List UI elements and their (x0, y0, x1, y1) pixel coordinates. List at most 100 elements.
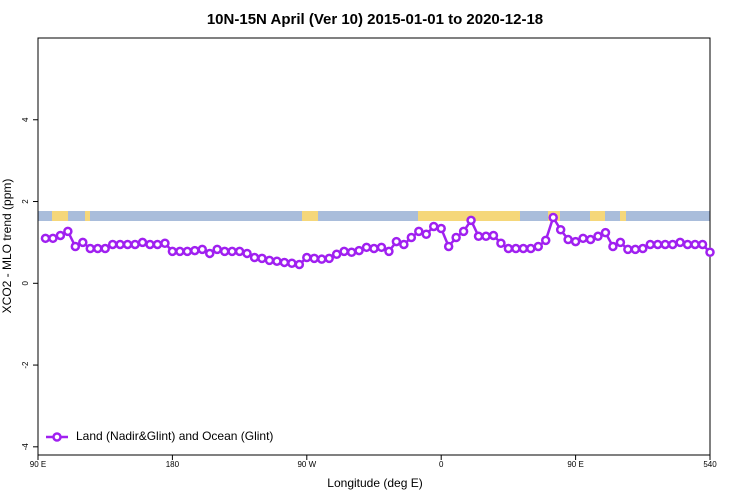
data-point (331, 249, 342, 260)
land-patch (302, 211, 318, 221)
legend-label: Land (Nadir&Glint) and Ocean (Glint) (76, 429, 273, 443)
data-point (376, 242, 387, 253)
data-point (428, 221, 439, 232)
x-tick-label: 180 (166, 460, 180, 469)
legend-marker (52, 432, 62, 442)
data-point (264, 255, 275, 266)
x-axis-label: Longitude (deg E) (327, 476, 422, 490)
data-point (511, 243, 521, 254)
data-point (458, 226, 469, 237)
data-point (212, 244, 222, 255)
data-point (361, 242, 372, 253)
data-point (40, 233, 51, 244)
land-patch (418, 211, 520, 221)
data-point (346, 247, 357, 257)
data-point (145, 239, 155, 250)
plot-frame (37, 37, 711, 456)
data-point (369, 243, 379, 254)
data-point (107, 239, 118, 250)
data-point (660, 239, 670, 250)
data-point (85, 243, 96, 254)
land-patch (52, 211, 68, 221)
data-point (675, 237, 685, 248)
data-point (503, 243, 514, 254)
data-point (578, 233, 588, 244)
data-point (63, 226, 73, 237)
data-point (190, 245, 200, 256)
data-point (100, 243, 110, 254)
data-point (443, 241, 454, 252)
x-tick-label: 90 E (30, 460, 46, 469)
data-point (182, 246, 193, 257)
data-point (526, 243, 536, 254)
data-point (705, 247, 715, 257)
data-point (638, 243, 648, 254)
y-tick-label: 4 (21, 117, 30, 122)
data-point (78, 237, 88, 248)
data-point (466, 215, 476, 226)
x-tick-label: 90 W (297, 460, 316, 469)
data-point (540, 235, 551, 246)
data-point (645, 239, 656, 250)
data-point (593, 231, 603, 242)
data-point (122, 239, 133, 250)
data-point (518, 243, 529, 254)
data-point (570, 236, 581, 247)
y-tick-label: -2 (21, 361, 30, 369)
x-tick-label: 0 (439, 460, 444, 469)
data-point (70, 241, 81, 252)
data-point (615, 237, 626, 248)
data-point (92, 243, 103, 254)
data-point (630, 244, 641, 255)
data-point (152, 239, 163, 250)
data-point (48, 233, 58, 244)
data-point (234, 246, 245, 257)
data-point (399, 239, 409, 250)
y-axis-label: XCO2 - MLO trend (ppm) (0, 179, 14, 314)
data-point (294, 259, 305, 270)
data-point (563, 234, 573, 245)
data-point (324, 253, 334, 264)
y-tick-label: 0 (21, 281, 30, 286)
data-point (473, 231, 484, 242)
data-point (548, 212, 558, 223)
data-point (690, 239, 700, 250)
data-point (219, 246, 230, 257)
data-point (384, 246, 394, 257)
data-point (697, 239, 708, 250)
data-point (391, 236, 402, 247)
land-patch (620, 211, 626, 221)
data-point (488, 230, 499, 241)
data-point (496, 238, 506, 248)
data-point (227, 246, 237, 257)
data-point (55, 230, 66, 241)
data-point (316, 254, 327, 264)
data-point (175, 246, 185, 257)
ocean-strip (38, 211, 710, 221)
data-point (287, 258, 297, 269)
y-tick-label: 2 (21, 199, 30, 204)
data-point (339, 246, 349, 257)
land-patch (590, 211, 605, 221)
data-point (600, 227, 611, 238)
data-point (421, 229, 432, 239)
data-point (249, 252, 260, 263)
data-point (354, 245, 364, 256)
data-point (533, 241, 544, 252)
land-ocean-strip (38, 211, 710, 221)
chart-title: 10N-15N April (Ver 10) 2015-01-01 to 202… (207, 11, 543, 28)
data-point (302, 252, 312, 263)
data-point (608, 241, 618, 252)
data-point (309, 253, 320, 264)
data-point (204, 248, 215, 259)
data-point (481, 231, 491, 242)
data-point (623, 244, 633, 255)
data-point (137, 237, 148, 248)
data-point (167, 246, 178, 257)
data-point (436, 223, 446, 234)
data-point (257, 253, 267, 264)
x-tick-label: 540 (703, 460, 717, 469)
data-point (115, 239, 125, 250)
data-point (272, 256, 282, 266)
